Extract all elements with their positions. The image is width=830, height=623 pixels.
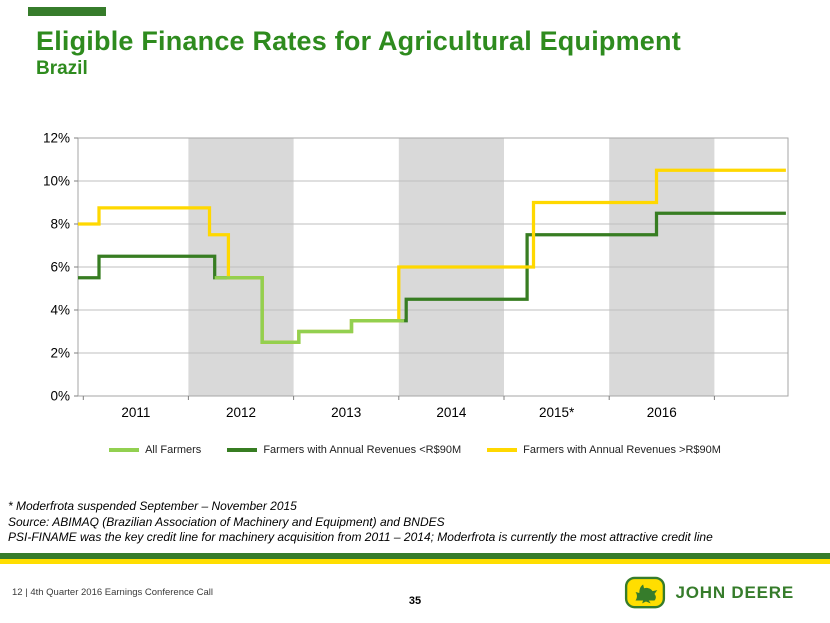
divider-stripe-yellow xyxy=(0,559,830,564)
brand-name: JOHN DEERE xyxy=(675,583,794,602)
y-axis-label: 2% xyxy=(50,346,70,361)
y-axis-label: 4% xyxy=(50,303,70,318)
footnote-moderfrota: * Moderfrota suspended September – Novem… xyxy=(8,499,297,513)
x-axis-label: 2014 xyxy=(436,405,467,420)
x-axis-label: 2011 xyxy=(121,405,150,420)
john-deere-logo: JOHN DEERE xyxy=(623,576,794,610)
page-title: Eligible Finance Rates for Agricultural … xyxy=(36,26,681,56)
divider-stripe-green xyxy=(0,553,830,559)
page-subtitle: Brazil xyxy=(36,58,88,79)
series-line-all-farmers xyxy=(214,276,405,344)
y-axis-label: 8% xyxy=(50,217,70,232)
legend-item-all-farmers: All Farmers xyxy=(109,444,201,456)
footnote-psi-finame: PSI-FINAME was the key credit line for m… xyxy=(8,530,713,544)
chart-legend: All Farmers Farmers with Annual Revenues … xyxy=(30,444,800,456)
finance-rates-chart: 0% 2% 4% 6% 8% 10% 12% 2011 2012 2013 2014 2015* 201… xyxy=(43,131,789,420)
legend-label: All Farmers xyxy=(145,444,202,456)
legend-swatch xyxy=(487,448,518,452)
y-axis-label: 6% xyxy=(50,260,70,275)
legend-label: Farmers with Annual Revenues >R$90M xyxy=(523,444,721,456)
legend-swatch xyxy=(227,448,258,452)
x-axis-label: 2013 xyxy=(331,405,361,420)
x-axis-label: 2016 xyxy=(647,405,677,420)
legend-item-over-90m: Farmers with Annual Revenues >R$90M xyxy=(487,444,721,456)
footer-caption: 12 | 4th Quarter 2016 Earnings Conferenc… xyxy=(12,587,214,598)
deer-logo-icon xyxy=(625,576,666,609)
page-number: 35 xyxy=(408,595,422,607)
footnote-source: Source: ABIMAQ (Brazilian Association of… xyxy=(8,514,445,529)
legend-item-under-90m: Farmers with Annual Revenues <R$90M xyxy=(227,444,461,456)
y-axis-label: 12% xyxy=(43,131,70,146)
footnotes: * Moderfrota suspended September – Novem… xyxy=(8,499,713,546)
legend-swatch xyxy=(109,448,140,452)
x-axis-label: 2015* xyxy=(539,405,575,420)
y-axis-label: 0% xyxy=(50,389,70,404)
accent-bar xyxy=(28,7,106,16)
legend-label: Farmers with Annual Revenues <R$90M xyxy=(263,444,462,456)
y-axis-label: 10% xyxy=(43,174,70,189)
x-axis-label: 2012 xyxy=(226,405,256,420)
